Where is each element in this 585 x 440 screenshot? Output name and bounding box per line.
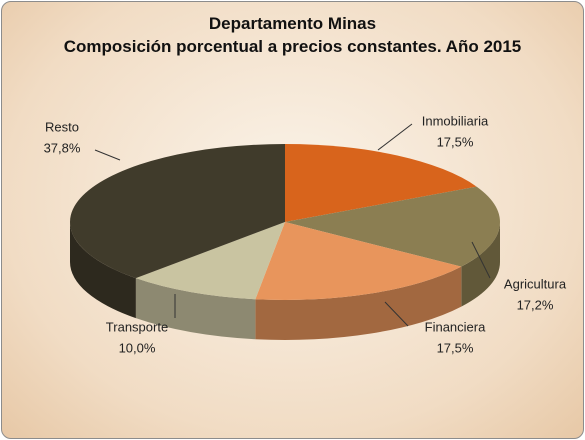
slice-label: Resto [45, 119, 79, 134]
slice-value-label: 17,2% [517, 297, 554, 312]
slice [285, 144, 477, 222]
leader-line [384, 301, 409, 327]
slice-label: Agricultura [504, 276, 567, 291]
title-block: Departamento Minas Composición porcentua… [60, 12, 525, 58]
slice-value-label: 37,8% [44, 140, 81, 155]
leader-line [94, 149, 121, 161]
chart-subtitle: Composición porcentual a precios constan… [63, 37, 522, 56]
slice [135, 222, 285, 300]
slice-value-label: 17,5% [437, 340, 474, 355]
slice [285, 186, 500, 267]
leader-line [377, 123, 413, 151]
slice-side [461, 222, 500, 307]
slice-label: Financiera [425, 319, 486, 334]
chart-title: Departamento Minas [208, 14, 377, 33]
slice-label: Inmobiliaria [422, 113, 489, 128]
slice [255, 222, 462, 300]
slice-side [135, 278, 256, 340]
leader-line [471, 241, 491, 279]
slice-value-label: 17,5% [437, 134, 474, 149]
slice [69, 144, 285, 279]
slice-label: Transporte [106, 319, 168, 334]
slice-value-label: 10,0% [119, 340, 156, 355]
slice-side [255, 266, 462, 340]
slice-side [70, 222, 136, 319]
